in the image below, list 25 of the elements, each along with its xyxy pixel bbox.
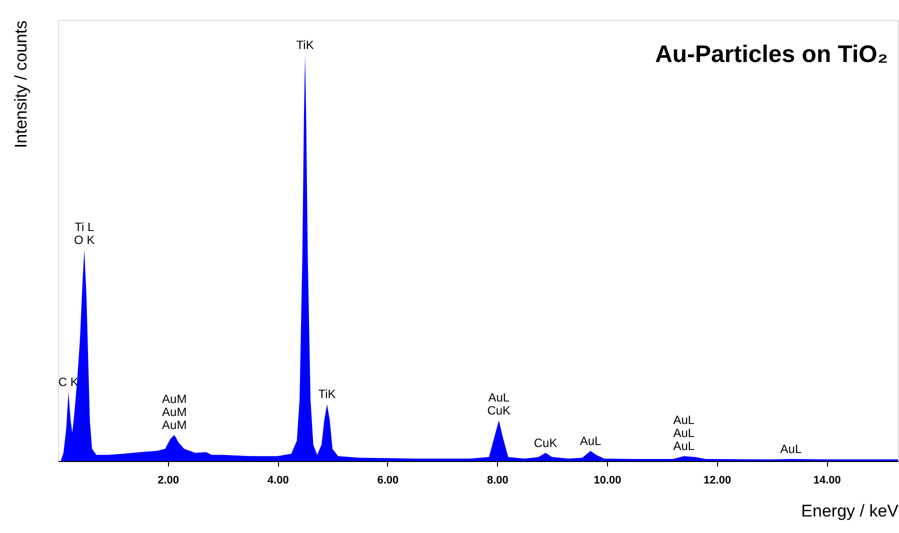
annotation: AuL <box>580 434 602 448</box>
x-tick-label: 14.00 <box>813 474 841 486</box>
x-tick-label: 2.00 <box>158 474 180 486</box>
x-tick-label: 6.00 <box>377 474 399 486</box>
x-axis-title: Energy / keV <box>801 502 899 520</box>
annotation: AuL <box>780 442 802 456</box>
annotation: AuM <box>162 405 187 420</box>
annotation: AuL <box>673 426 695 440</box>
x-tick-label: 12.00 <box>704 474 732 486</box>
y-axis-title: Intensity / counts <box>12 20 30 148</box>
x-tick-label: 8.00 <box>487 474 508 486</box>
x-tick-label: 10.00 <box>594 474 622 486</box>
annotation: AuL <box>488 390 510 404</box>
annotation: Ti L <box>74 220 94 234</box>
chart-title: Au-Particles on TiO₂ <box>655 41 888 68</box>
annotation: AuL <box>673 439 695 454</box>
annotation: CuK <box>534 436 558 450</box>
annotation: AuL <box>673 413 695 428</box>
annotation: TiK <box>318 387 336 402</box>
annotation: O K <box>74 232 95 247</box>
annotation: AuM <box>162 418 187 432</box>
x-tick-label: 4.00 <box>267 474 289 486</box>
annotation: TiK <box>296 38 314 52</box>
annotation: CuK <box>487 403 511 418</box>
annotation: AuM <box>162 392 187 406</box>
